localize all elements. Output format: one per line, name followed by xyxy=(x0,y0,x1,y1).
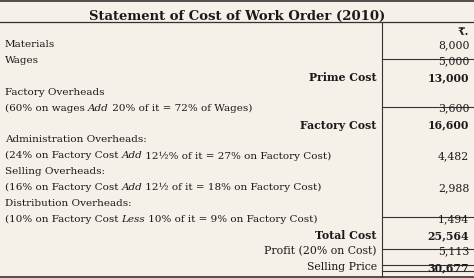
Text: Selling Price: Selling Price xyxy=(307,262,377,272)
Text: 5,113: 5,113 xyxy=(438,246,469,256)
Text: Selling Overheads:: Selling Overheads: xyxy=(5,167,105,176)
Text: 25,564: 25,564 xyxy=(428,230,469,242)
Text: Materials: Materials xyxy=(5,40,55,49)
Text: Add: Add xyxy=(121,151,142,160)
Text: Profit (20% on Cost): Profit (20% on Cost) xyxy=(264,246,377,257)
Text: (24% on Factory Cost: (24% on Factory Cost xyxy=(5,151,121,160)
Text: ₹.: ₹. xyxy=(458,26,469,38)
Text: Total Cost: Total Cost xyxy=(315,230,377,242)
Text: Distribution Overheads:: Distribution Overheads: xyxy=(5,199,131,208)
Text: Factory Cost: Factory Cost xyxy=(301,120,377,131)
Text: 3,600: 3,600 xyxy=(438,104,469,114)
Text: Add: Add xyxy=(88,104,109,113)
Text: (60% on wages: (60% on wages xyxy=(5,104,88,113)
Text: Administration Overheads:: Administration Overheads: xyxy=(5,135,146,144)
Text: (10% on Factory Cost: (10% on Factory Cost xyxy=(5,215,121,224)
Text: 12½ of it = 18% on Factory Cost): 12½ of it = 18% on Factory Cost) xyxy=(142,183,322,192)
Text: 12½% of it = 27% on Factory Cost): 12½% of it = 27% on Factory Cost) xyxy=(142,151,331,160)
Text: 13,000: 13,000 xyxy=(428,72,469,83)
Text: 30,677: 30,677 xyxy=(428,262,469,273)
Text: Statement of Cost of Work Order (2010): Statement of Cost of Work Order (2010) xyxy=(89,10,385,23)
Text: Add: Add xyxy=(121,183,142,192)
Text: 10% of it = 9% on Factory Cost): 10% of it = 9% on Factory Cost) xyxy=(145,215,318,224)
Text: Factory Overheads: Factory Overheads xyxy=(5,88,104,97)
Text: Wages: Wages xyxy=(5,56,39,65)
Text: 1,494: 1,494 xyxy=(438,215,469,225)
Text: Less: Less xyxy=(121,215,145,224)
Text: 5,000: 5,000 xyxy=(438,56,469,66)
Text: Prime Cost: Prime Cost xyxy=(309,72,377,83)
Text: (16% on Factory Cost: (16% on Factory Cost xyxy=(5,183,121,192)
Text: 16,600: 16,600 xyxy=(428,120,469,131)
Text: 2,988: 2,988 xyxy=(438,183,469,193)
Text: 20% of it = 72% of Wages): 20% of it = 72% of Wages) xyxy=(109,104,252,113)
Text: 4,482: 4,482 xyxy=(438,151,469,161)
Text: 8,000: 8,000 xyxy=(438,40,469,50)
